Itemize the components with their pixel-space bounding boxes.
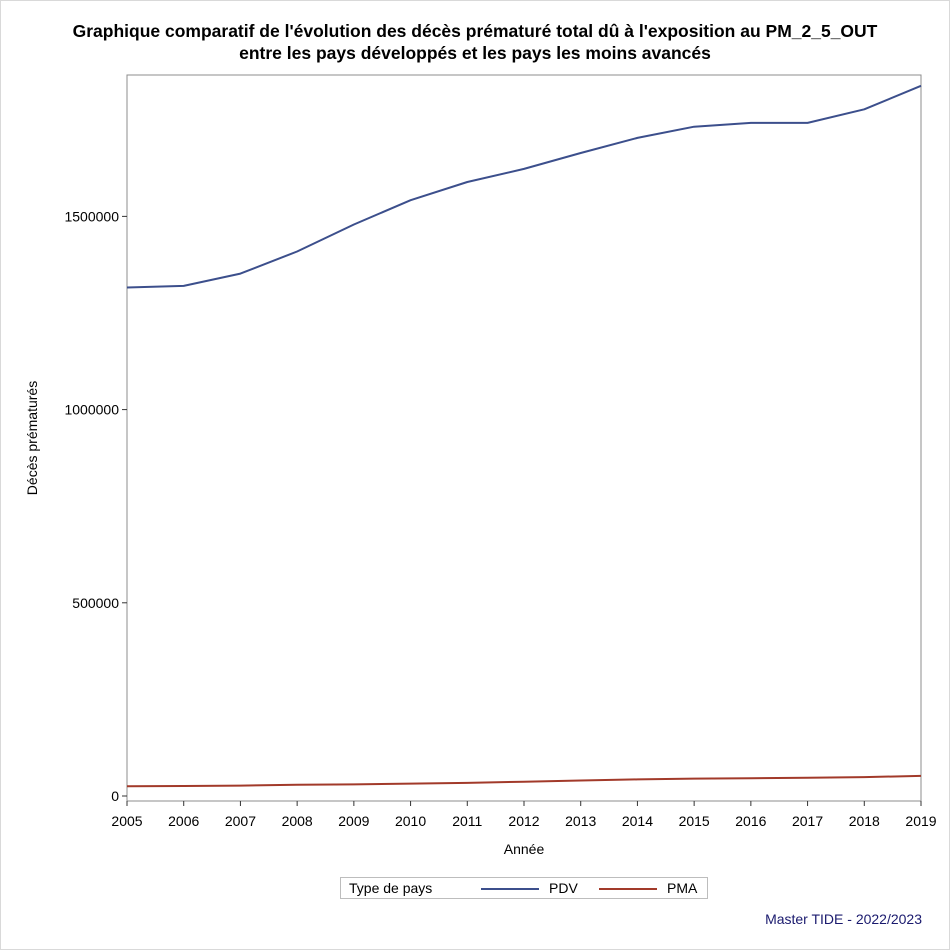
chart-title-line1: Graphique comparatif de l'évolution des … (72, 21, 878, 41)
y-tick-label: 1000000 (64, 402, 119, 418)
legend-label-pma: PMA (667, 880, 698, 896)
x-tick-label: 2006 (168, 813, 199, 829)
chart-title-line2: entre les pays développés et les pays le… (239, 43, 711, 63)
x-tick-label: 2012 (508, 813, 539, 829)
legend-title: Type de pays (349, 880, 433, 896)
legend-swatch-pdv (481, 888, 539, 890)
y-tick-label: 500000 (72, 595, 119, 611)
legend-swatch-pma (599, 888, 657, 890)
legend-label-pdv: PDV (549, 880, 578, 896)
series-line-pdv (126, 84, 922, 289)
x-tick-label: 2013 (565, 813, 596, 829)
x-tick-label: 2019 (905, 813, 936, 829)
x-tick-label: 2011 (452, 813, 482, 829)
chart-title: Graphique comparatif de l'évolution des … (0, 20, 950, 64)
series-line-pma (126, 774, 922, 788)
x-tick-label: 2017 (792, 813, 823, 829)
y-tick-label: 0 (111, 788, 119, 804)
y-axis-label: Décès prématurés (24, 381, 40, 495)
x-tick-label: 2014 (622, 813, 653, 829)
y-tick-label: 1500000 (64, 208, 119, 224)
x-tick-label: 2009 (338, 813, 369, 829)
x-tick-label: 2005 (111, 813, 142, 829)
legend: Type de pays PDV PMA (340, 877, 708, 899)
footer-credit: Master TIDE - 2022/2023 (765, 911, 922, 927)
x-tick-label: 2016 (735, 813, 766, 829)
x-axis-label: Année (504, 841, 545, 857)
x-tick-label: 2015 (679, 813, 710, 829)
x-tick-label: 2008 (282, 813, 313, 829)
x-tick-label: 2018 (849, 813, 880, 829)
x-tick-label: 2007 (225, 813, 256, 829)
x-tick-label: 2010 (395, 813, 426, 829)
plot-area-frame (126, 74, 922, 802)
